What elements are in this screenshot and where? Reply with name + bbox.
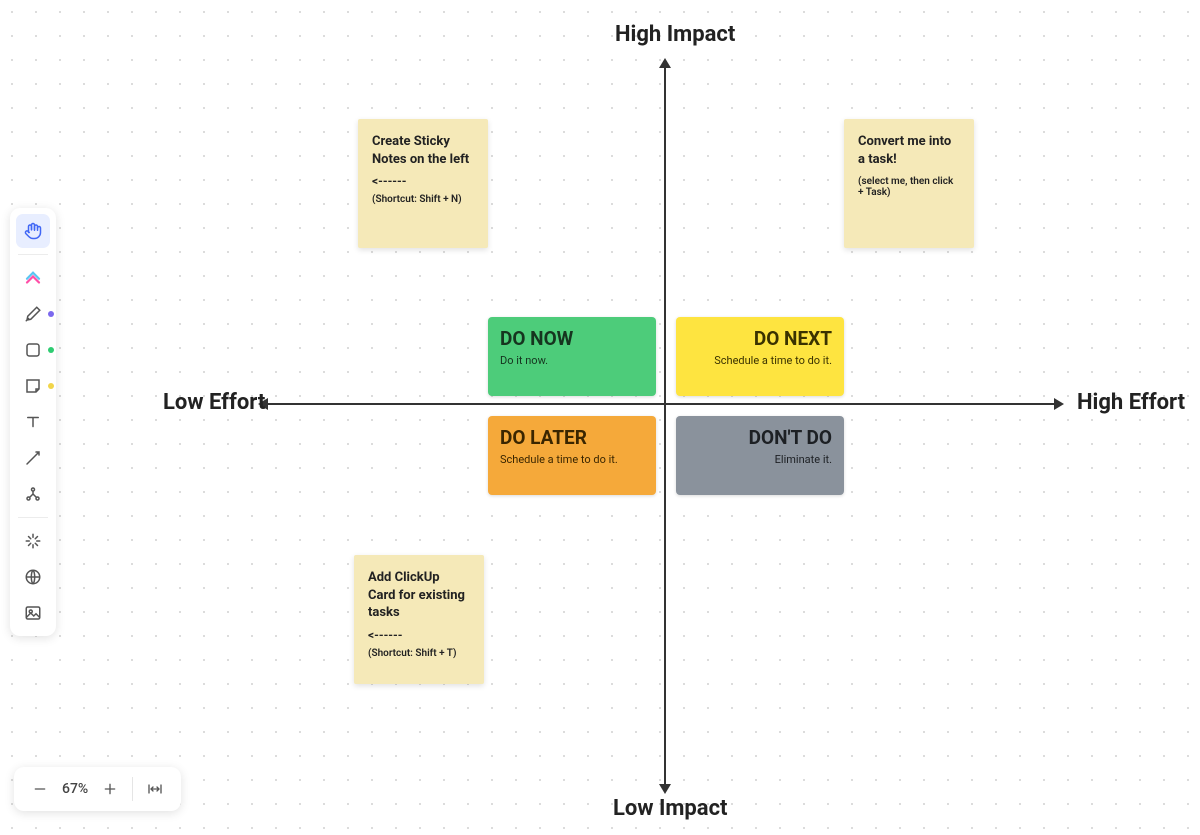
fit-screen-button[interactable] (137, 771, 173, 807)
sticky-note-add-card[interactable]: Add ClickUp Card for existing tasks <---… (354, 555, 484, 684)
quadrant-title: DON'T DO (688, 426, 832, 449)
axis-label-top: High Impact (615, 22, 735, 47)
sticky-icon (24, 377, 42, 395)
quadrant-dont-do[interactable]: DON'T DO Eliminate it. (676, 416, 844, 495)
sticky-title: Create Sticky Notes on the left (372, 133, 474, 168)
clickup-icon (24, 269, 42, 287)
sticky-note-convert[interactable]: Convert me into a task! (select me, then… (844, 119, 974, 248)
quadrant-do-later[interactable]: DO LATER Schedule a time to do it. (488, 416, 656, 495)
sticky-title: Add ClickUp Card for existing tasks (368, 569, 470, 622)
quadrant-do-next[interactable]: DO NEXT Schedule a time to do it. (676, 317, 844, 396)
axis-arrow-up-icon (659, 58, 671, 68)
connector-tool[interactable] (16, 441, 50, 475)
zoom-panel: 67% (14, 767, 181, 811)
quadrant-title: DO LATER (500, 426, 644, 449)
image-icon (24, 604, 42, 622)
shape-tool[interactable] (16, 333, 50, 367)
hand-tool[interactable] (16, 214, 50, 248)
image-tool[interactable] (16, 596, 50, 630)
plus-icon (102, 781, 118, 797)
web-tool[interactable] (16, 560, 50, 594)
globe-icon (24, 568, 42, 586)
sparkle-icon (24, 532, 42, 550)
sticky-hint: (Shortcut: Shift + T) (368, 648, 470, 659)
sticky-tool[interactable] (16, 369, 50, 403)
divider (132, 777, 133, 801)
quadrant-title: DO NEXT (688, 327, 832, 350)
axis-arrow-down-icon (659, 784, 671, 794)
quadrant-subtitle: Eliminate it. (688, 453, 832, 466)
sticky-hint: (select me, then click + Task) (858, 176, 960, 198)
quadrant-subtitle: Schedule a time to do it. (500, 453, 644, 466)
text-tool[interactable] (16, 405, 50, 439)
zoom-out-button[interactable] (22, 771, 58, 807)
quadrant-do-now[interactable]: DO NOW Do it now. (488, 317, 656, 396)
sticky-title: Convert me into a task! (858, 133, 960, 168)
mindmap-tool[interactable] (16, 477, 50, 511)
horizontal-axis (268, 403, 1054, 405)
sticky-arrow: <------ (372, 174, 474, 188)
vertical-axis (664, 68, 666, 784)
shape-icon (24, 341, 42, 359)
pen-tool[interactable] (16, 297, 50, 331)
connector-icon (24, 449, 42, 467)
minus-icon (32, 781, 48, 797)
zoom-value[interactable]: 67% (58, 781, 92, 797)
whiteboard-toolbar (10, 208, 56, 636)
axis-label-left: Low Effort (163, 390, 265, 415)
axis-label-right: High Effort (1077, 390, 1185, 415)
quadrant-title: DO NOW (500, 327, 644, 350)
sticky-note-create[interactable]: Create Sticky Notes on the left <------ … (358, 119, 488, 248)
fit-icon (145, 781, 165, 797)
sticky-hint: (Shortcut: Shift + N) (372, 194, 474, 205)
ai-tool[interactable] (16, 524, 50, 558)
color-dot-icon (48, 311, 54, 317)
color-dot-icon (48, 347, 54, 353)
quadrant-subtitle: Schedule a time to do it. (688, 354, 832, 367)
axis-arrow-right-icon (1054, 398, 1064, 410)
clickup-tool[interactable] (16, 261, 50, 295)
axis-label-bottom: Low Impact (613, 796, 728, 821)
hand-icon (24, 222, 42, 240)
color-dot-icon (48, 383, 54, 389)
pen-icon (24, 305, 42, 323)
zoom-in-button[interactable] (92, 771, 128, 807)
sticky-arrow: <------ (368, 628, 470, 642)
quadrant-subtitle: Do it now. (500, 354, 644, 367)
mindmap-icon (24, 485, 42, 503)
text-icon (24, 413, 42, 431)
